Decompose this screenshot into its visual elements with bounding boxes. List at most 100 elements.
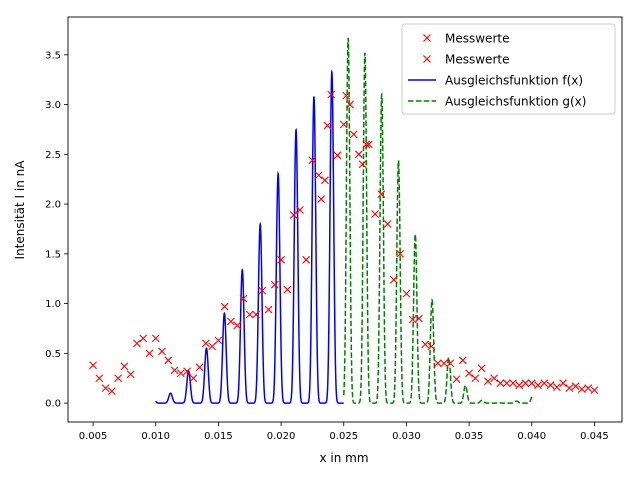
x-axis-label: x in mm xyxy=(319,451,368,465)
data-point-marker xyxy=(578,385,586,394)
data-point-marker xyxy=(283,285,292,294)
data-point-marker xyxy=(264,305,273,314)
data-point-marker xyxy=(471,374,480,383)
data-point-marker xyxy=(389,275,398,284)
data-point-marker xyxy=(546,381,555,390)
data-point-marker xyxy=(446,359,455,368)
legend-label: Ausgleichsfunktion f(x) xyxy=(445,74,583,88)
data-point-marker xyxy=(323,121,332,130)
data-point-marker xyxy=(95,374,104,383)
data-point-marker xyxy=(571,382,580,391)
data-point-marker xyxy=(490,374,499,383)
data-point-marker xyxy=(483,377,492,386)
data-point-marker xyxy=(158,347,166,356)
data-point-marker xyxy=(377,190,386,199)
y-tick-label: 2.5 xyxy=(45,150,61,161)
x-tick-label: 0.040 xyxy=(517,431,546,442)
data-point-marker xyxy=(342,91,351,100)
legend: Messwerte Messwerte Ausgleichsfunktion f(x… xyxy=(401,23,616,115)
data-point-marker xyxy=(321,176,329,185)
data-point-marker xyxy=(233,321,242,330)
data-point-marker xyxy=(396,249,405,258)
data-point-marker xyxy=(327,90,336,99)
data-point-marker xyxy=(277,255,285,264)
data-point-marker xyxy=(314,171,323,180)
data-point-marker xyxy=(270,280,279,289)
y-tick-label: 1.5 xyxy=(45,249,61,260)
data-point-marker xyxy=(354,150,363,159)
data-point-marker xyxy=(176,369,185,378)
data-point-marker xyxy=(559,379,567,388)
data-point-marker xyxy=(183,367,191,376)
data-point-marker xyxy=(440,359,448,368)
data-point-marker xyxy=(170,366,179,375)
y-tick-label: 1.0 xyxy=(45,299,61,310)
y-tick-label: 0.5 xyxy=(45,349,61,360)
data-point-marker xyxy=(114,374,123,383)
data-point-marker xyxy=(349,130,358,139)
data-point-marker xyxy=(208,342,217,351)
data-point-marker xyxy=(465,369,473,378)
data-point-marker xyxy=(227,317,235,326)
data-point-marker xyxy=(239,294,248,303)
legend-marker-icon xyxy=(423,34,431,42)
data-point-marker xyxy=(415,314,423,323)
data-point-marker xyxy=(515,381,524,390)
y-axis-ticks: 0.0 0.5 1.0 1.5 2.0 2.5 3.0 3.5 xyxy=(45,50,68,410)
data-point-marker xyxy=(107,387,116,396)
data-point-marker xyxy=(540,379,549,388)
marker-series-1 xyxy=(89,90,351,396)
legend-label: Messwerte xyxy=(445,53,509,67)
x-axis-ticks: 0.005 0.010 0.015 0.020 0.025 0.030 0.035 0.040… xyxy=(79,422,609,442)
legend-label: Messwerte xyxy=(445,32,509,46)
data-point-marker xyxy=(120,362,129,371)
data-point-marker xyxy=(534,381,542,390)
y-axis-label: Intensität I in nA xyxy=(13,160,27,260)
data-point-marker xyxy=(502,379,511,388)
data-point-marker xyxy=(584,384,593,393)
data-point-marker xyxy=(139,334,148,343)
x-tick-label: 0.020 xyxy=(267,431,296,442)
x-tick-label: 0.030 xyxy=(392,431,421,442)
data-point-marker xyxy=(458,356,467,365)
axes-frame xyxy=(67,16,623,423)
data-point-marker xyxy=(427,342,436,351)
y-tick-label: 3.5 xyxy=(45,50,61,61)
plot-area xyxy=(67,16,623,423)
data-point-marker xyxy=(258,286,267,295)
data-point-marker xyxy=(421,340,430,349)
data-point-marker xyxy=(126,370,135,379)
y-tick-label: 2.0 xyxy=(45,200,61,211)
data-point-marker xyxy=(195,363,204,372)
data-point-marker xyxy=(245,310,254,319)
data-point-marker xyxy=(214,336,223,345)
x-tick-label: 0.005 xyxy=(79,431,108,442)
data-point-marker xyxy=(302,255,311,264)
data-point-marker xyxy=(189,374,198,383)
data-point-marker xyxy=(133,339,141,348)
x-tick-label: 0.025 xyxy=(329,431,358,442)
data-point-marker xyxy=(317,195,326,203)
data-point-marker xyxy=(358,160,367,169)
data-point-marker xyxy=(527,379,536,388)
data-point-marker xyxy=(89,361,97,370)
data-point-marker xyxy=(252,310,260,319)
data-point-marker xyxy=(289,211,298,219)
legend-label: Ausgleichsfunktion g(x) xyxy=(445,95,586,109)
x-tick-label: 0.015 xyxy=(204,431,233,442)
data-point-marker xyxy=(383,220,392,228)
data-point-marker xyxy=(364,140,373,149)
data-point-marker xyxy=(101,384,110,393)
data-point-marker xyxy=(201,339,210,348)
data-point-marker xyxy=(402,289,411,298)
data-point-marker xyxy=(371,210,379,218)
marker-series-2 xyxy=(346,100,599,395)
data-point-marker xyxy=(452,375,461,384)
data-point-marker xyxy=(362,140,371,149)
data-point-marker xyxy=(433,359,442,368)
data-point-marker xyxy=(333,151,342,160)
legend-marker-icon xyxy=(423,55,431,63)
data-point-marker xyxy=(509,379,517,388)
data-point-marker xyxy=(220,302,229,311)
